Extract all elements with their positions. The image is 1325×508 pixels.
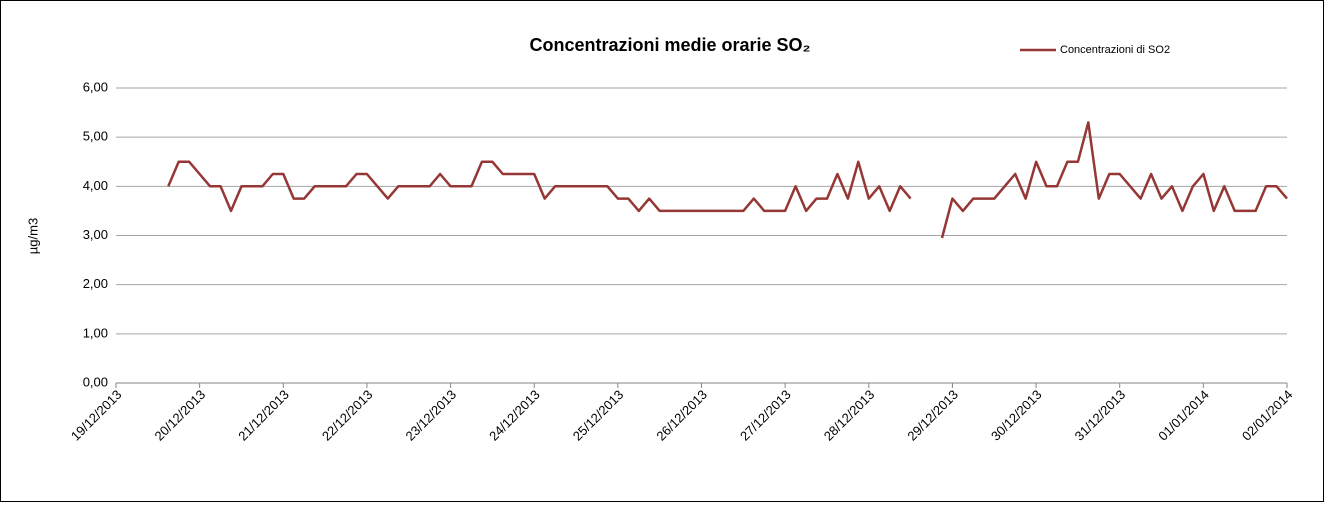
- chart-title: Concentrazioni medie orarie SO₂: [529, 35, 810, 55]
- y-tick-label: 1,00: [83, 325, 108, 340]
- y-tick-label: 3,00: [83, 227, 108, 242]
- legend-label: Concentrazioni di SO2: [1060, 44, 1170, 56]
- y-tick-label: 0,00: [83, 374, 108, 389]
- y-tick-label: 2,00: [83, 276, 108, 291]
- y-tick-label: 5,00: [83, 129, 108, 144]
- y-tick-label: 4,00: [83, 178, 108, 193]
- y-axis-label: µg/m3: [25, 218, 40, 254]
- y-tick-label: 6,00: [83, 79, 108, 94]
- data-line: [167, 160, 912, 213]
- data-line: [940, 121, 1288, 239]
